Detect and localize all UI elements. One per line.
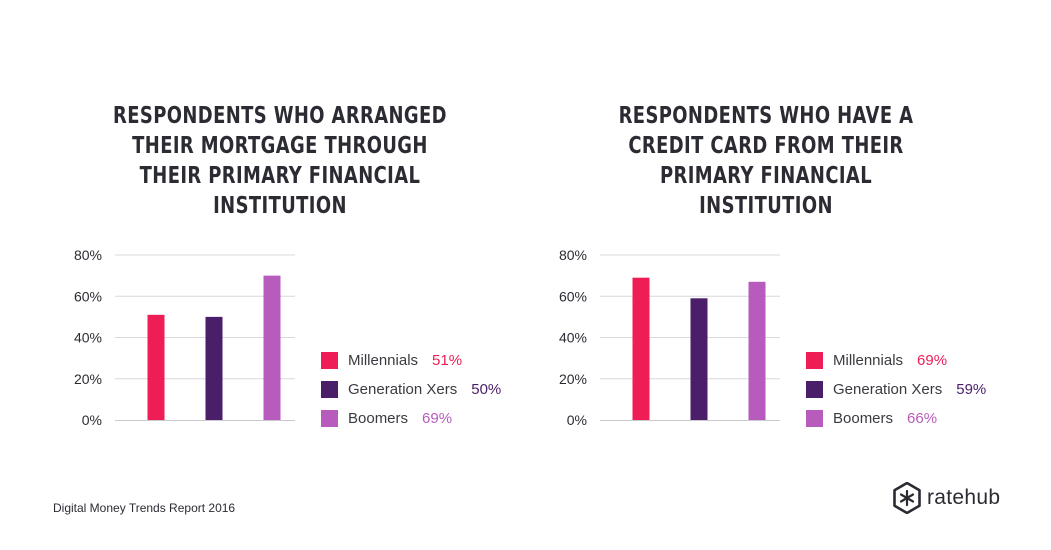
bar-millennials	[632, 277, 650, 420]
legend-item-generation-xers: Generation Xers 50%	[321, 375, 501, 404]
brand-name: ratehub	[927, 486, 1001, 509]
bar-chart-credit-card: 0% 20% 40% 60% 80%	[559, 247, 780, 428]
legend-item-boomers: Boomers 66%	[806, 404, 986, 433]
legend-swatch-generation-xers	[806, 381, 823, 398]
legend-value-boomers: 69%	[422, 410, 453, 427]
chart-title-credit-card: RESPONDENTS WHO HAVE A CREDIT CARD FROM …	[618, 103, 914, 219]
bar-generation-xers	[690, 298, 708, 420]
y-tick-label: 80%	[74, 247, 102, 263]
legend-label-millennials: Millennials	[348, 352, 419, 369]
legend-label-boomers: Boomers	[348, 410, 409, 427]
y-tick-label: 0%	[567, 412, 587, 428]
y-tick-label: 0%	[82, 412, 102, 428]
y-tick-label: 20%	[74, 371, 102, 387]
bar-boomers	[748, 281, 766, 420]
bar-boomers	[263, 275, 281, 420]
legend-swatch-millennials	[321, 352, 338, 369]
y-tick-label: 40%	[74, 330, 102, 346]
legend-mortgage: Millennials 51% Generation Xers 50% Boom…	[321, 346, 501, 433]
y-tick-label: 20%	[559, 371, 587, 387]
legend-item-boomers: Boomers 69%	[321, 404, 501, 433]
legend-label-generation-xers: Generation Xers	[833, 381, 943, 398]
bar-chart-mortgage: 0% 20% 40% 60% 80%	[74, 247, 295, 428]
y-tick-label: 60%	[74, 288, 102, 304]
legend-credit-card: Millennials 69% Generation Xers 59% Boom…	[806, 346, 986, 433]
legend-item-millennials: Millennials 69%	[806, 346, 986, 375]
legend-value-millennials: 69%	[917, 352, 948, 369]
bar-millennials	[147, 314, 165, 420]
legend-value-millennials: 51%	[432, 352, 463, 369]
legend-item-generation-xers: Generation Xers 59%	[806, 375, 986, 404]
legend-swatch-millennials	[806, 352, 823, 369]
chart-title-mortgage: RESPONDENTS WHO ARRANGED THEIR MORTGAGE …	[113, 103, 447, 219]
source-note: Digital Money Trends Report 2016	[53, 501, 236, 515]
legend-value-generation-xers: 50%	[471, 381, 502, 398]
brand-logo: ratehub	[893, 482, 1000, 514]
ratehub-logo-icon	[893, 482, 921, 514]
legend-label-generation-xers: Generation Xers	[348, 381, 458, 398]
legend-item-millennials: Millennials 51%	[321, 346, 501, 375]
legend-swatch-boomers	[806, 410, 823, 427]
legend-label-millennials: Millennials	[833, 352, 904, 369]
legend-swatch-boomers	[321, 410, 338, 427]
legend-swatch-generation-xers	[321, 381, 338, 398]
y-tick-label: 40%	[559, 330, 587, 346]
y-tick-label: 60%	[559, 288, 587, 304]
legend-label-boomers: Boomers	[833, 410, 894, 427]
bar-generation-xers	[205, 316, 223, 420]
legend-value-boomers: 66%	[907, 410, 938, 427]
legend-value-generation-xers: 59%	[956, 381, 987, 398]
y-tick-label: 80%	[559, 247, 587, 263]
